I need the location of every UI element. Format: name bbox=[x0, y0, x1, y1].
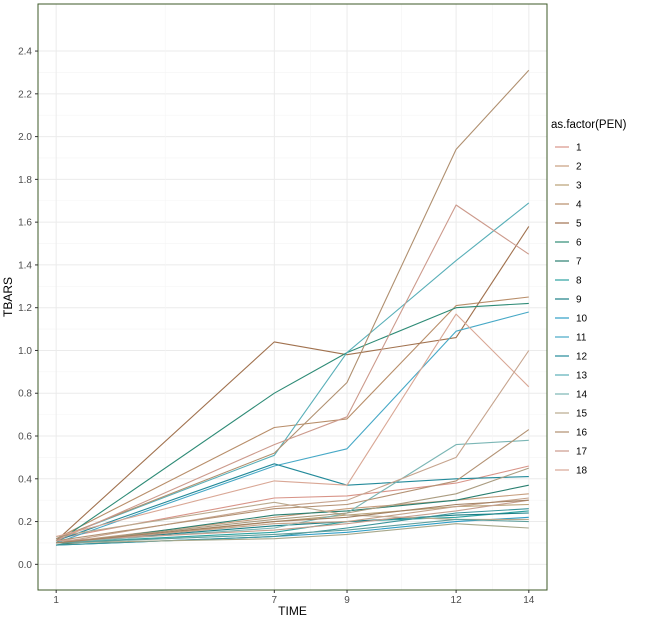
x-tick-label: 14 bbox=[523, 595, 535, 606]
series-line bbox=[56, 523, 529, 544]
series-line bbox=[56, 313, 530, 538]
y-tick-label: 1.2 bbox=[18, 303, 32, 314]
legend-label: 7 bbox=[576, 257, 582, 268]
legend-label: 12 bbox=[576, 352, 588, 363]
legend-label: 8 bbox=[576, 276, 582, 287]
y-tick-label: 2.4 bbox=[18, 47, 32, 58]
legend-label: 1 bbox=[576, 143, 582, 154]
series-line bbox=[56, 484, 529, 546]
legend-label: 10 bbox=[576, 314, 588, 325]
legend-label: 18 bbox=[576, 466, 588, 477]
legend-label: 17 bbox=[576, 447, 588, 458]
y-tick-label: 1.0 bbox=[18, 346, 32, 357]
x-axis-ticks: 1 7 9 12 14 bbox=[53, 590, 535, 606]
y-axis-title: TBARS bbox=[1, 277, 15, 317]
series-line bbox=[55, 226, 530, 542]
series-line bbox=[55, 204, 530, 542]
legend-label: 9 bbox=[576, 295, 582, 306]
y-tick-label: 1.4 bbox=[18, 260, 32, 271]
legend-label: 11 bbox=[576, 333, 587, 344]
y-axis-ticks: 0.0 0.2 0.4 0.6 0.8 1.0 1.2 1.4 1.6 1.8 2.0 2.2 2.4 bbox=[18, 47, 38, 571]
legend-label: 4 bbox=[576, 200, 582, 211]
legend-label: 16 bbox=[576, 428, 588, 439]
legend-label: 13 bbox=[576, 371, 588, 382]
legend-label: 5 bbox=[576, 219, 582, 230]
y-tick-label: 0.8 bbox=[18, 389, 32, 400]
series-line bbox=[56, 508, 529, 546]
legend-label: 3 bbox=[576, 181, 582, 192]
series-line bbox=[56, 499, 529, 544]
y-tick-label: 2.2 bbox=[18, 89, 32, 100]
x-tick-label: 7 bbox=[272, 595, 278, 606]
series-line bbox=[56, 518, 529, 544]
legend-title: as.factor(PEN) bbox=[551, 119, 627, 131]
x-tick-label: 1 bbox=[53, 595, 59, 606]
series-line bbox=[56, 499, 529, 542]
series-line bbox=[56, 497, 529, 544]
y-tick-label: 0.2 bbox=[18, 517, 32, 528]
x-tick-label: 9 bbox=[344, 595, 350, 606]
series-line bbox=[56, 467, 529, 544]
series-line bbox=[56, 465, 529, 540]
series-line bbox=[56, 501, 529, 538]
plot-panel-border bbox=[37, 3, 548, 591]
x-axis-title: TIME bbox=[278, 604, 307, 618]
series-line bbox=[55, 69, 530, 540]
series-line bbox=[56, 493, 529, 544]
legend-label: 6 bbox=[576, 238, 582, 249]
legend-label: 15 bbox=[576, 409, 588, 420]
series-line bbox=[56, 202, 530, 540]
x-tick-label: 12 bbox=[451, 595, 463, 606]
grid-lines bbox=[38, 4, 547, 590]
legend-label: 2 bbox=[576, 162, 582, 173]
series-line bbox=[56, 311, 529, 544]
y-tick-label: 0.0 bbox=[18, 560, 32, 571]
y-tick-label: 0.4 bbox=[18, 474, 32, 485]
y-tick-label: 2.0 bbox=[18, 132, 32, 143]
y-tick-label: 1.8 bbox=[18, 175, 32, 186]
y-tick-label: 0.6 bbox=[18, 432, 32, 443]
series-line bbox=[55, 296, 529, 540]
y-tick-label: 1.6 bbox=[18, 218, 32, 229]
series-lines bbox=[55, 69, 530, 546]
series-line bbox=[56, 429, 530, 542]
legend-label: 14 bbox=[576, 390, 588, 401]
legend: as.factor(PEN) 1234567891011121314151617… bbox=[551, 119, 627, 479]
series-line bbox=[56, 350, 530, 544]
